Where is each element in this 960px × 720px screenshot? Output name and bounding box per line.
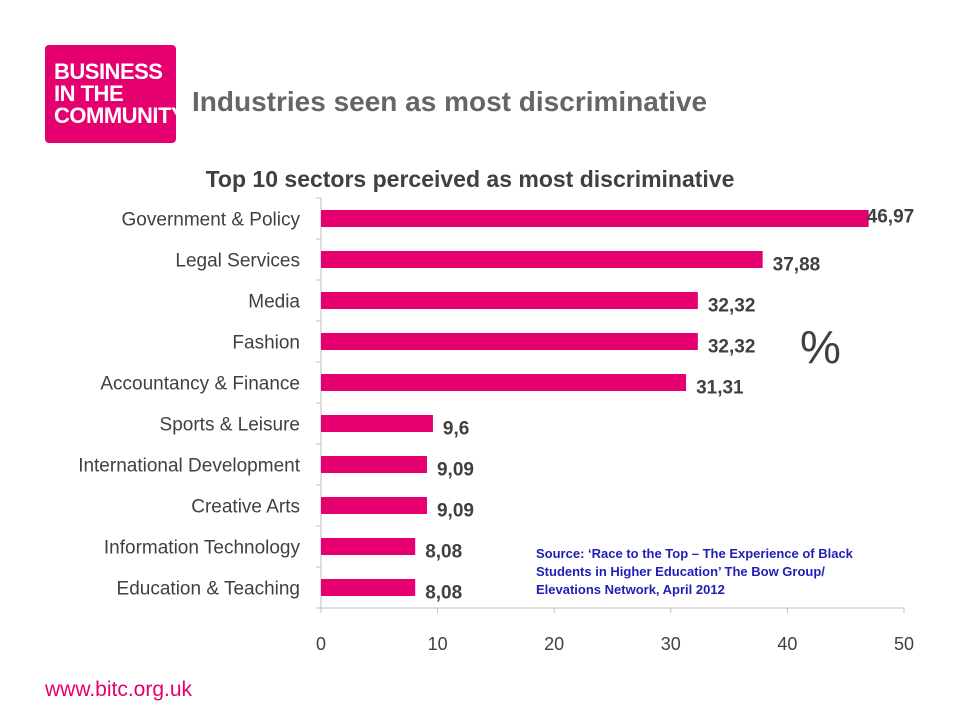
data-label: 8,08 (425, 583, 462, 604)
data-label: 9,09 (437, 460, 474, 481)
category-label: Accountancy & Finance (100, 374, 300, 395)
bar (321, 456, 427, 473)
logo-line-2: IN THE (54, 81, 124, 106)
data-label: 9,09 (437, 501, 474, 522)
category-label: Legal Services (175, 251, 300, 272)
data-label: 46,97 (867, 207, 915, 228)
x-tick-label: 30 (661, 634, 681, 654)
source-line-1: Source: ‘Race to the Top – The Experienc… (536, 546, 853, 561)
data-label: 31,31 (696, 378, 744, 399)
data-label: 8,08 (425, 542, 462, 563)
x-tick-label: 10 (428, 634, 448, 654)
bar (321, 251, 763, 268)
x-tick-label: 0 (316, 634, 326, 654)
source-line-2: Students in Higher Education’ The Bow Gr… (536, 564, 825, 579)
x-tick-label: 40 (777, 634, 797, 654)
data-label: 37,88 (773, 255, 821, 276)
logo-line-3: COMMUNITY (54, 103, 186, 128)
data-label: 9,6 (443, 419, 469, 440)
x-tick-label: 50 (894, 634, 914, 654)
bitc-logo: BUSINESS IN THE COMMUNITY (45, 45, 186, 143)
category-label: Sports & Leisure (160, 415, 300, 436)
x-tick-label: 20 (544, 634, 564, 654)
source-line-3: Elevations Network, April 2012 (536, 582, 725, 597)
bar (321, 415, 433, 432)
data-label: 32,32 (708, 337, 756, 358)
data-label: 32,32 (708, 296, 756, 317)
logo-line-1: BUSINESS (54, 59, 163, 84)
bar (321, 497, 427, 514)
bar (321, 333, 698, 350)
bar (321, 579, 416, 596)
footer-url[interactable]: www.bitc.org.uk (45, 678, 193, 701)
page-title: Industries seen as most discriminative (192, 86, 708, 117)
category-label: Information Technology (104, 538, 301, 559)
category-label: Fashion (232, 333, 300, 354)
category-label: Education & Teaching (117, 579, 300, 600)
unit-label: % (800, 321, 841, 373)
chart-title: Top 10 sectors perceived as most discrim… (205, 166, 735, 192)
category-label: Media (248, 292, 300, 313)
category-label: Government & Policy (122, 210, 301, 231)
bar (321, 374, 687, 391)
source-note: Source: ‘Race to the Top – The Experienc… (536, 545, 936, 599)
bar (321, 292, 698, 309)
bar (321, 538, 416, 555)
category-label: International Development (78, 456, 301, 477)
category-label: Creative Arts (191, 497, 300, 518)
bar (321, 210, 869, 227)
